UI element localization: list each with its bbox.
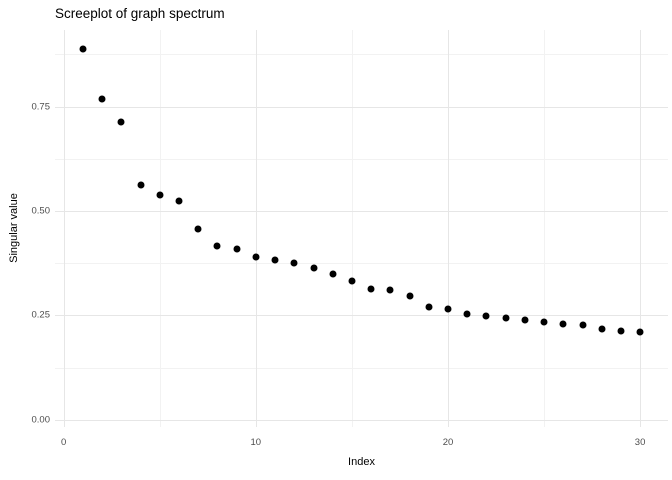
data-point [233, 245, 241, 253]
data-point [79, 45, 87, 53]
x-tick-label: 20 [442, 437, 454, 448]
data-point [463, 310, 471, 318]
data-point [175, 197, 183, 205]
x-tick-label: 0 [60, 437, 67, 448]
horizontal-gridline [55, 158, 668, 160]
horizontal-gridline [55, 210, 668, 212]
data-point [137, 181, 144, 189]
vertical-gridline [63, 30, 65, 427]
data-point [502, 314, 510, 322]
plot-panel [55, 30, 668, 427]
vertical-gridline [544, 30, 546, 427]
chart-title: Screeplot of graph spectrum [55, 6, 225, 21]
y-tick-label: 0.75 [31, 101, 51, 112]
data-point [329, 270, 337, 278]
data-point [271, 256, 279, 264]
data-point [156, 191, 164, 199]
data-point [290, 259, 298, 267]
vertical-gridline [255, 30, 257, 427]
y-tick-label: 0.50 [31, 205, 51, 217]
data-point [579, 321, 586, 329]
data-point [482, 312, 490, 320]
horizontal-gridline [55, 263, 668, 265]
horizontal-gridline [55, 367, 668, 369]
data-point [559, 320, 567, 328]
data-point [636, 328, 644, 336]
x-axis-title: Index [348, 456, 375, 468]
data-point [348, 277, 356, 285]
horizontal-gridline [55, 419, 668, 421]
horizontal-gridline [55, 106, 668, 108]
data-point [521, 316, 529, 324]
data-point [444, 305, 452, 313]
vertical-gridline [448, 30, 449, 427]
data-point [252, 253, 260, 261]
x-tick-label: 30 [634, 437, 646, 448]
data-point [425, 303, 433, 311]
data-point [406, 292, 413, 300]
y-tick-label: 0.25 [31, 309, 51, 321]
data-point [194, 225, 202, 233]
horizontal-gridline [55, 315, 668, 317]
y-tick-label: 0.00 [31, 414, 51, 426]
vertical-gridline [351, 30, 353, 427]
data-point [213, 242, 221, 250]
y-axis-title: Singular value [8, 193, 20, 263]
data-point [367, 285, 375, 293]
data-point [98, 95, 106, 103]
vertical-gridline [159, 30, 161, 427]
x-tick-label: 10 [250, 437, 262, 448]
data-point [386, 286, 394, 293]
horizontal-gridline [55, 54, 668, 56]
data-point [310, 264, 317, 272]
vertical-gridline [640, 30, 642, 427]
data-point [540, 318, 548, 326]
data-point [598, 325, 606, 333]
data-point [117, 118, 125, 125]
data-point [617, 327, 625, 335]
